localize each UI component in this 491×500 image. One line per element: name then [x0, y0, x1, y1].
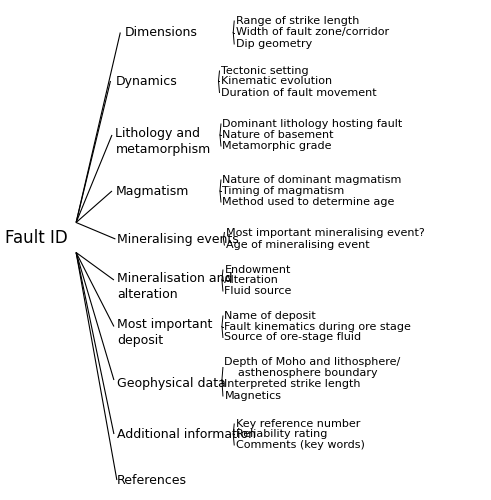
- Text: Magmatism: Magmatism: [115, 184, 189, 198]
- Text: Dimensions: Dimensions: [125, 26, 198, 39]
- Text: Range of strike length: Range of strike length: [236, 16, 359, 26]
- Text: Interpreted strike length: Interpreted strike length: [224, 379, 361, 389]
- Text: Kinematic evolution: Kinematic evolution: [221, 76, 332, 86]
- Text: Tectonic setting: Tectonic setting: [221, 66, 308, 76]
- Text: Additional information: Additional information: [117, 428, 256, 440]
- Text: Most important mineralising event?: Most important mineralising event?: [226, 228, 425, 237]
- Text: Fault kinematics during ore stage: Fault kinematics during ore stage: [224, 322, 411, 332]
- Text: Name of deposit: Name of deposit: [224, 311, 316, 321]
- Text: Reliability rating: Reliability rating: [236, 429, 327, 439]
- Text: Dip geometry: Dip geometry: [236, 39, 312, 49]
- Text: Width of fault zone/corridor: Width of fault zone/corridor: [236, 28, 389, 38]
- Text: Mineralisation and
alteration: Mineralisation and alteration: [117, 272, 232, 300]
- Text: Most important
deposit: Most important deposit: [117, 318, 212, 347]
- Text: Dominant lithology hosting fault: Dominant lithology hosting fault: [222, 119, 403, 129]
- Text: Duration of fault movement: Duration of fault movement: [221, 88, 377, 98]
- Text: Alteration: Alteration: [224, 275, 279, 285]
- Text: Dynamics: Dynamics: [115, 74, 177, 88]
- Text: Comments (key words): Comments (key words): [236, 440, 364, 450]
- Text: Magnetics: Magnetics: [224, 391, 281, 401]
- Text: Lithology and
metamorphism: Lithology and metamorphism: [115, 126, 211, 156]
- Text: Mineralising events: Mineralising events: [117, 232, 239, 245]
- Text: Fluid source: Fluid source: [224, 286, 292, 296]
- Text: Method used to determine age: Method used to determine age: [222, 197, 395, 207]
- Text: Depth of Moho and lithosphere/
    asthenosphere boundary: Depth of Moho and lithosphere/ asthenosp…: [224, 356, 401, 378]
- Text: Key reference number: Key reference number: [236, 419, 360, 429]
- Text: Age of mineralising event: Age of mineralising event: [226, 240, 370, 250]
- Text: Nature of basement: Nature of basement: [222, 130, 334, 140]
- Text: Source of ore-stage fluid: Source of ore-stage fluid: [224, 332, 361, 342]
- Text: Nature of dominant magmatism: Nature of dominant magmatism: [222, 175, 402, 185]
- Text: Endowment: Endowment: [224, 265, 291, 275]
- Text: Fault ID: Fault ID: [5, 229, 68, 247]
- Text: Timing of magmatism: Timing of magmatism: [222, 186, 345, 196]
- Text: Metamorphic grade: Metamorphic grade: [222, 141, 332, 151]
- Text: References: References: [117, 474, 187, 486]
- Text: Geophysical data: Geophysical data: [117, 378, 226, 390]
